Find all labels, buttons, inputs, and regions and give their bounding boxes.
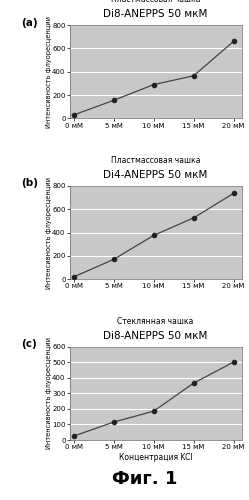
Text: (b): (b): [22, 178, 39, 188]
Text: Стеклянная чашка: Стеклянная чашка: [118, 317, 194, 326]
Y-axis label: Интенсивность флуоресценции: Интенсивность флуоресценции: [46, 338, 52, 450]
Y-axis label: Интенсивность флуоресценции: Интенсивность флуоресценции: [46, 176, 52, 288]
Text: Di8-ANEPPS 50 мкМ: Di8-ANEPPS 50 мкМ: [103, 10, 208, 20]
Y-axis label: Интенсивность флуоресценции: Интенсивность флуоресценции: [46, 16, 52, 128]
Text: Пластмассовая чашка: Пластмассовая чашка: [111, 0, 200, 4]
Text: Пластмассовая чашка: Пластмассовая чашка: [111, 156, 200, 165]
Text: (a): (a): [22, 18, 38, 28]
Text: Di4-ANEPPS 50 мкМ: Di4-ANEPPS 50 мкМ: [103, 170, 208, 180]
Text: (c): (c): [22, 339, 37, 349]
X-axis label: Концентрация KCl: Концентрация KCl: [119, 453, 192, 462]
Text: Фиг. 1: Фиг. 1: [112, 470, 177, 488]
Text: Di8-ANEPPS 50 мкМ: Di8-ANEPPS 50 мкМ: [103, 331, 208, 341]
